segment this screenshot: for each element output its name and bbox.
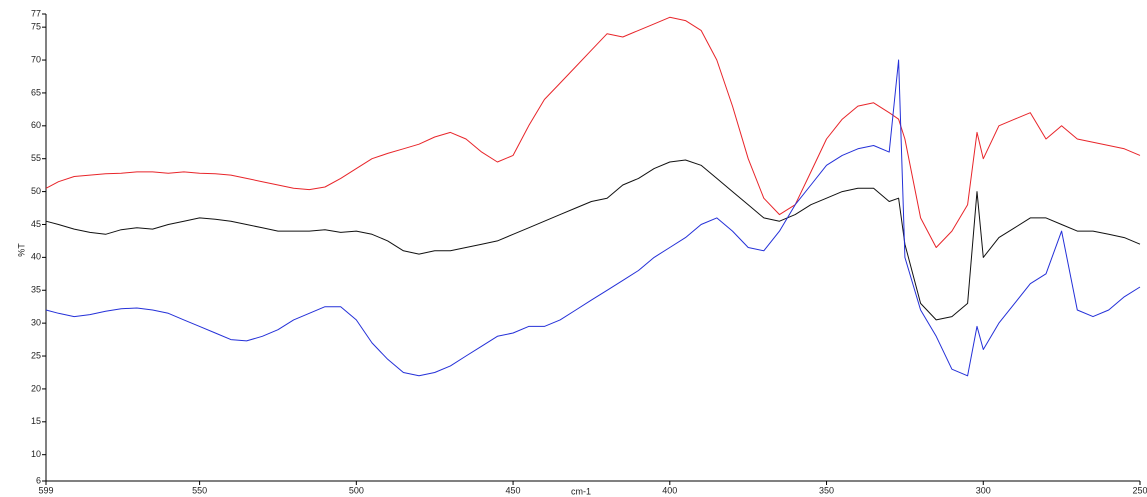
spectrum-line	[45, 59, 1141, 377]
y-tick-label: 55	[31, 153, 41, 163]
y-tick-label: 30	[31, 318, 41, 328]
x-tick-label: 400	[662, 485, 677, 495]
y-tick-label: 25	[31, 350, 41, 360]
y-tick-label: 65	[31, 87, 41, 97]
x-axis-label: cm-1	[571, 486, 591, 496]
x-tick-label: 500	[349, 485, 364, 495]
y-tick-label: 10	[31, 449, 41, 459]
x-tick-label: 300	[976, 485, 991, 495]
y-tick-label: 77	[31, 8, 41, 18]
spectrum-line	[45, 159, 1141, 321]
x-tick-label: 450	[506, 485, 521, 495]
y-tick-label: 75	[31, 22, 41, 32]
y-tick-label: 60	[31, 120, 41, 130]
y-tick-label: 15	[31, 416, 41, 426]
x-tick-label: 350	[819, 485, 834, 495]
spectrum-line	[45, 16, 1141, 248]
x-tick-label: 250	[1132, 485, 1147, 495]
y-tick-label: 20	[31, 383, 41, 393]
y-tick-label: 6	[36, 475, 41, 485]
y-axis-label: %T	[16, 243, 26, 257]
y-tick-label: 45	[31, 219, 41, 229]
y-tick-label: 40	[31, 252, 41, 262]
x-tick-label: 550	[192, 485, 207, 495]
x-tick-label: 599	[38, 485, 53, 495]
y-tick-label: 35	[31, 285, 41, 295]
y-tick-label: 70	[31, 54, 41, 64]
y-tick-label: 50	[31, 186, 41, 196]
